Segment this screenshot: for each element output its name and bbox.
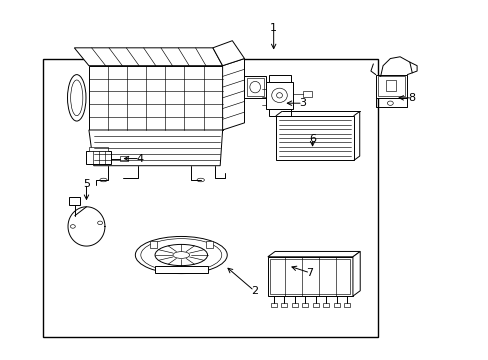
Ellipse shape	[67, 75, 86, 121]
Bar	[270, 302, 276, 307]
Bar	[302, 302, 307, 307]
Bar	[205, 240, 213, 248]
Ellipse shape	[100, 178, 107, 182]
Polygon shape	[267, 251, 360, 257]
Bar	[86, 152, 111, 164]
Ellipse shape	[276, 93, 282, 98]
Bar	[69, 197, 80, 205]
Bar	[377, 76, 404, 96]
Polygon shape	[89, 66, 222, 130]
Ellipse shape	[135, 237, 227, 274]
Bar	[291, 302, 297, 307]
Bar	[149, 240, 157, 248]
Ellipse shape	[271, 88, 287, 103]
Bar	[375, 75, 407, 98]
Polygon shape	[212, 41, 244, 66]
Bar	[154, 266, 207, 273]
Text: 3: 3	[299, 98, 305, 108]
Ellipse shape	[98, 221, 102, 225]
Bar	[344, 302, 349, 307]
Bar	[281, 302, 286, 307]
Ellipse shape	[197, 178, 204, 182]
Bar	[42, 59, 377, 337]
Ellipse shape	[70, 225, 75, 228]
Polygon shape	[222, 59, 244, 130]
Ellipse shape	[249, 81, 260, 93]
Text: 6: 6	[308, 134, 315, 144]
Bar	[244, 76, 266, 98]
Ellipse shape	[155, 244, 207, 266]
Text: 5: 5	[83, 179, 90, 189]
Bar	[276, 116, 353, 160]
Ellipse shape	[386, 101, 392, 105]
Polygon shape	[266, 82, 292, 109]
Polygon shape	[89, 130, 222, 166]
Bar	[385, 80, 395, 91]
Text: 7: 7	[306, 268, 313, 278]
Bar	[270, 258, 350, 294]
Text: 4: 4	[136, 154, 143, 163]
Bar	[267, 257, 352, 296]
Text: 1: 1	[270, 23, 277, 33]
Bar	[246, 78, 264, 96]
Text: 8: 8	[408, 93, 415, 103]
Ellipse shape	[141, 239, 222, 271]
Polygon shape	[352, 251, 360, 296]
Polygon shape	[268, 75, 290, 82]
Bar	[333, 302, 339, 307]
Text: 2: 2	[250, 286, 257, 296]
Bar	[89, 147, 108, 152]
Bar	[119, 156, 128, 161]
Bar	[312, 302, 318, 307]
Polygon shape	[268, 109, 290, 116]
Ellipse shape	[71, 80, 82, 116]
Bar	[323, 302, 328, 307]
Polygon shape	[74, 48, 222, 66]
Bar	[302, 91, 311, 97]
Ellipse shape	[173, 252, 189, 258]
